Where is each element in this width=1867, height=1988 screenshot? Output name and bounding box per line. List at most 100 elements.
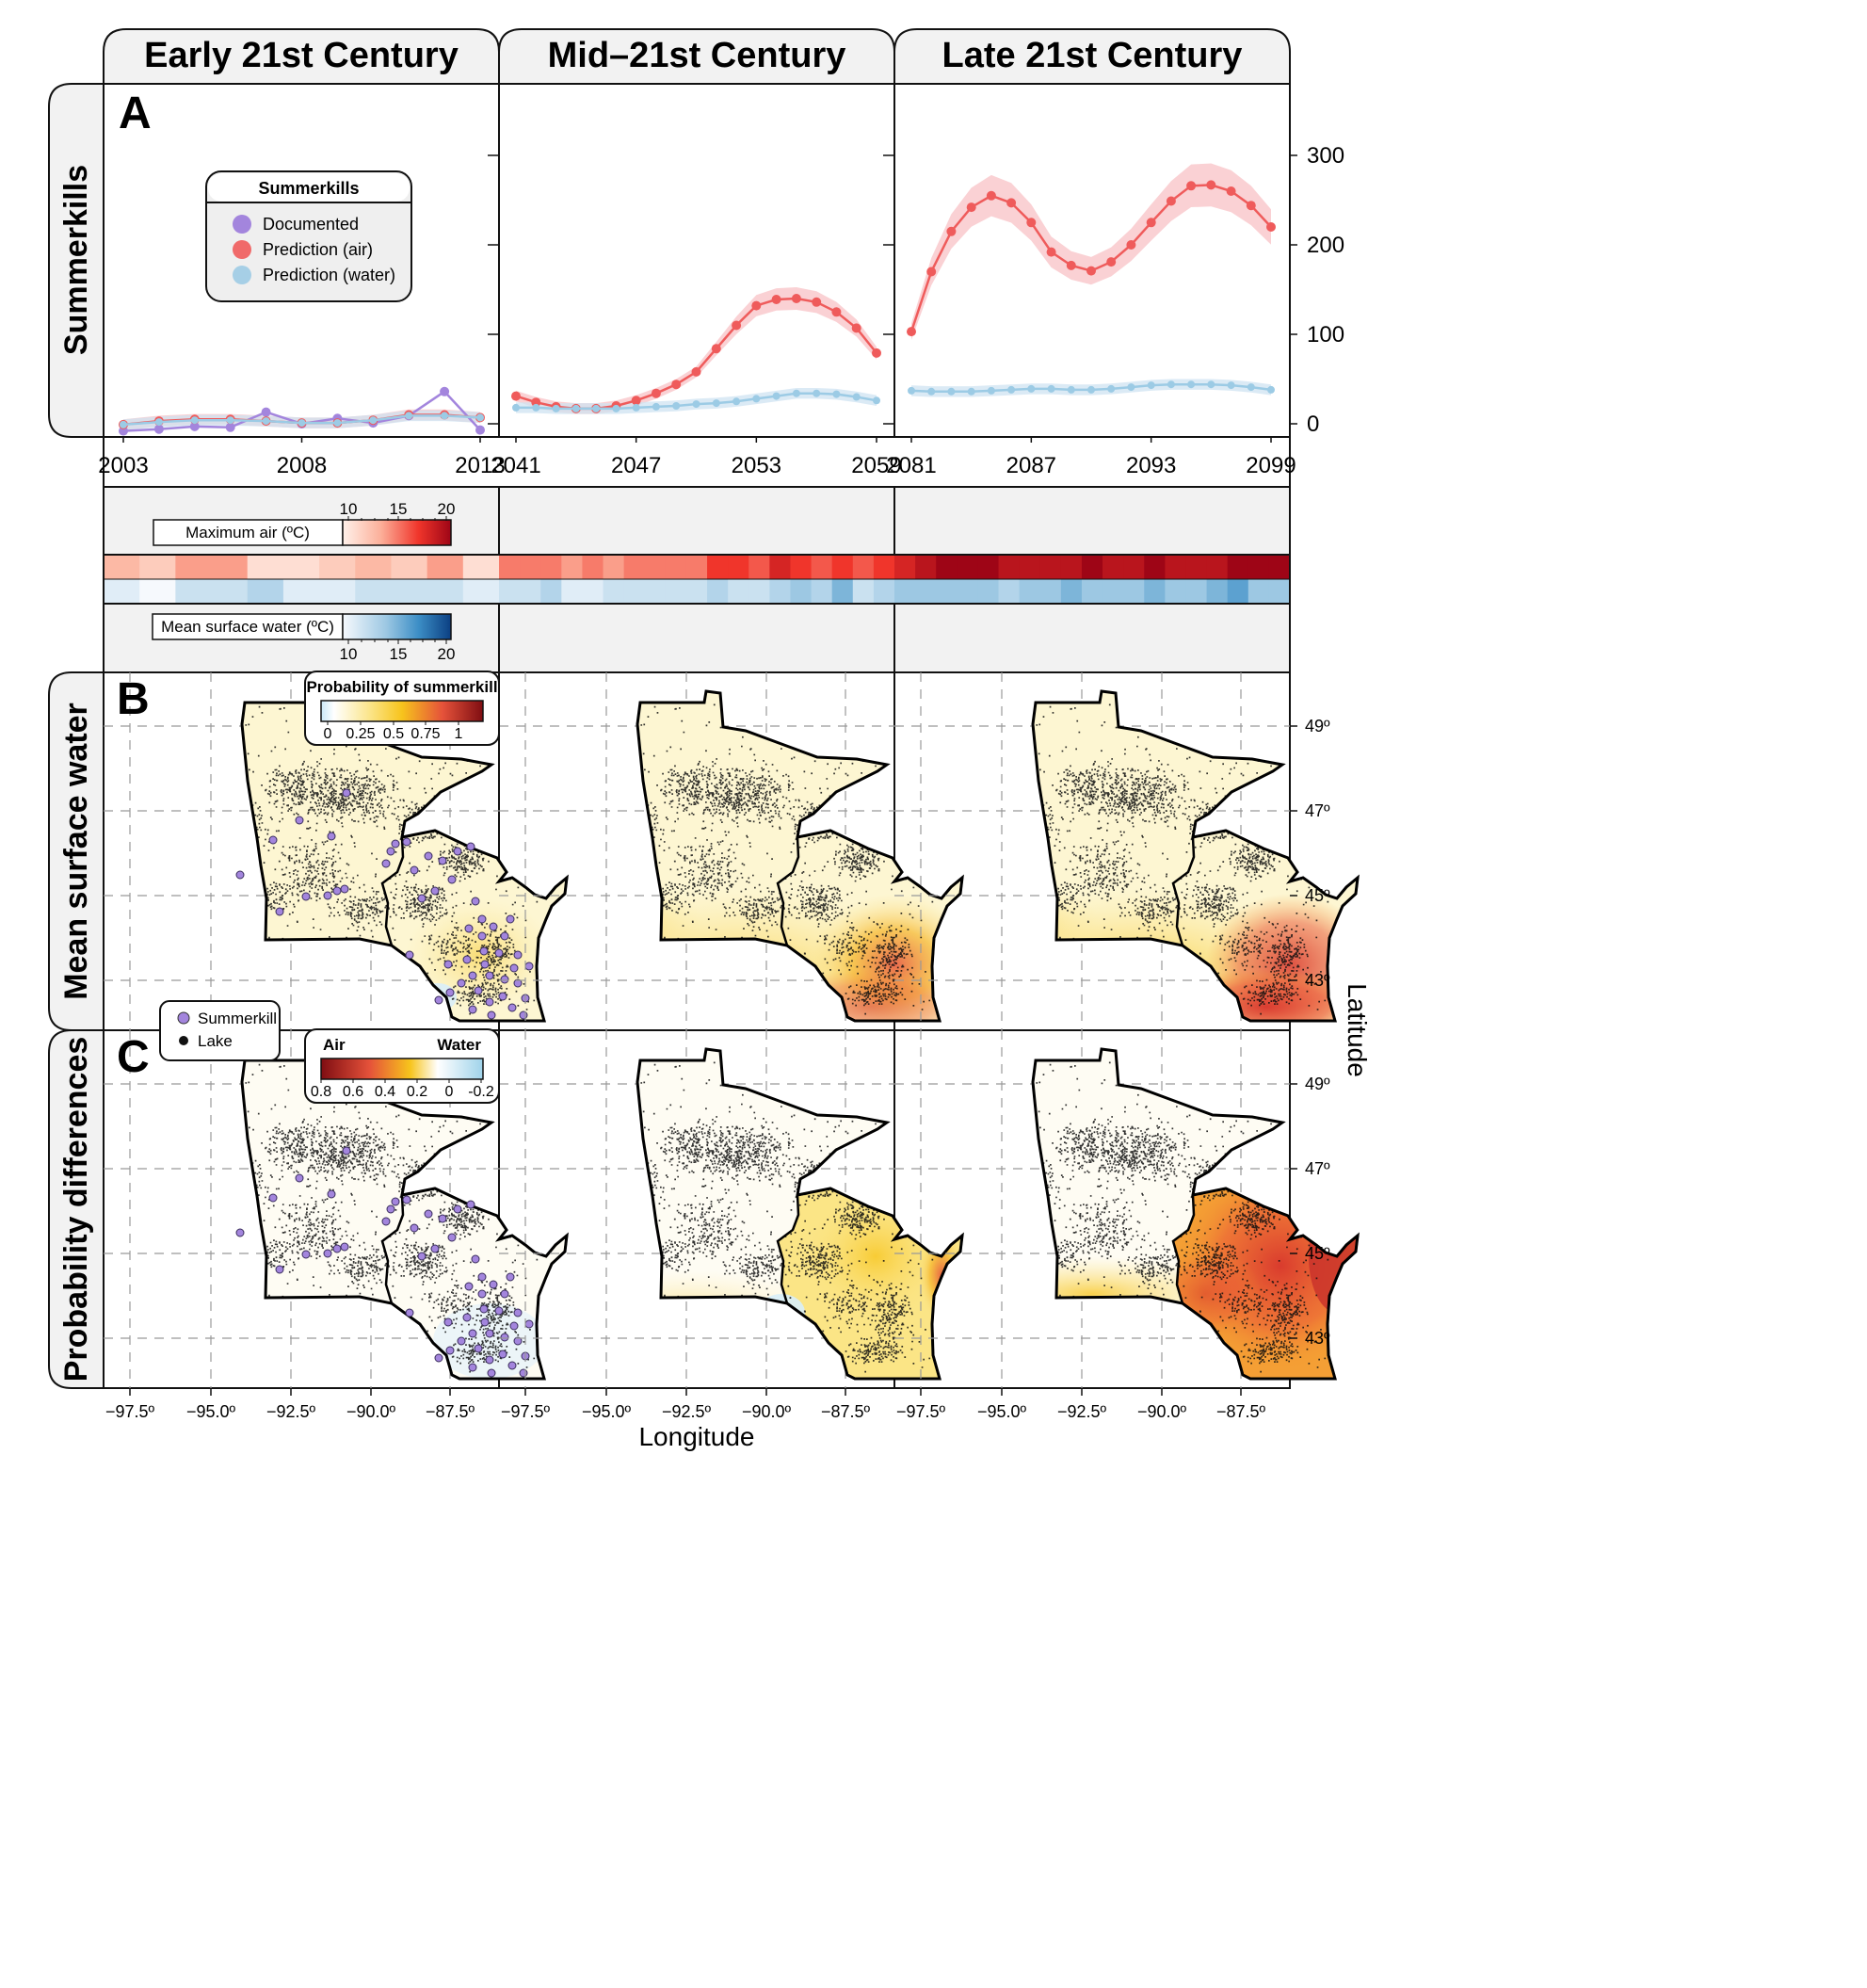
heat-cell	[936, 555, 958, 579]
difference-legend: Air Water 0.8 0.6 0.4 0.2 0 -0.2	[304, 1028, 500, 1104]
x-tick-label: 2008	[277, 453, 327, 478]
summerkill-point	[434, 995, 443, 1005]
summerkill-point	[509, 1321, 519, 1331]
latitude-tick-label: 49º	[1305, 717, 1330, 735]
data-point	[1267, 385, 1275, 394]
data-point	[511, 391, 521, 401]
latitude-tick-label: 43º	[1305, 1329, 1330, 1348]
difference-tick: -0.2	[468, 1084, 494, 1100]
data-point	[261, 407, 271, 417]
heat-cell	[282, 579, 320, 604]
data-point	[262, 417, 270, 426]
summerkill-point	[513, 950, 523, 960]
heat-cell	[1123, 579, 1145, 604]
data-point	[692, 400, 700, 409]
heat-cell	[665, 579, 687, 604]
data-point	[986, 190, 996, 201]
summerkill-point	[480, 1317, 490, 1327]
probability-tick: 0.25	[346, 726, 375, 742]
data-point	[531, 397, 541, 408]
summerkill-point	[462, 1313, 472, 1322]
summerkill-point	[485, 971, 494, 980]
summerkill-point	[506, 914, 515, 924]
heat-cell	[104, 579, 140, 604]
heat-cell	[936, 579, 958, 604]
data-point	[927, 387, 936, 396]
difference-legend-air: Air	[323, 1036, 346, 1054]
heat-cell	[1019, 555, 1041, 579]
x-tick-label: 2087	[1006, 453, 1056, 478]
heat-cell	[211, 579, 249, 604]
data-point	[1066, 260, 1076, 270]
data-point	[189, 421, 200, 431]
summerkill-point	[519, 1010, 528, 1020]
water-temperature-strip	[104, 579, 1291, 604]
longitude-tick-label: −90.0º	[1137, 1402, 1187, 1421]
data-point	[832, 390, 841, 398]
summerkill-point	[443, 1317, 453, 1327]
summerkill-point	[405, 1308, 414, 1317]
row-header-summerkills-tab	[48, 83, 105, 438]
heat-cell	[1039, 555, 1062, 579]
heat-cell	[391, 579, 428, 604]
data-point	[712, 399, 720, 408]
heat-cell	[748, 579, 770, 604]
data-point	[298, 419, 306, 428]
summerkill-point	[509, 963, 519, 973]
summerkill-point	[410, 1223, 419, 1233]
column-headers: Early 21st Century Mid–21st Century Late…	[103, 28, 1291, 85]
data-point	[691, 366, 701, 377]
panel-letter-b: B	[117, 674, 150, 724]
data-point	[1026, 218, 1037, 228]
longitude-tick-label: −87.5º	[1216, 1402, 1266, 1421]
data-point	[851, 323, 861, 333]
lake-points	[242, 1059, 557, 1378]
heat-cell	[247, 555, 284, 579]
summerkill-point	[424, 1209, 433, 1219]
heat-cell	[427, 555, 464, 579]
heat-cell	[540, 555, 562, 579]
heat-cell	[282, 555, 320, 579]
heat-cell	[894, 555, 916, 579]
data-point	[671, 380, 682, 390]
summerkill-point	[480, 960, 490, 969]
probability-tick: 0.75	[410, 726, 440, 742]
heat-cell	[811, 579, 833, 604]
data-point	[1006, 198, 1017, 208]
x-tick-label: 2081	[886, 453, 936, 478]
longitude-tick-label: −97.5º	[501, 1402, 551, 1421]
summerkill-point	[405, 950, 414, 960]
difference-tick: 0	[445, 1084, 454, 1100]
summerkill-point	[340, 884, 349, 894]
legend-documented-swatch	[233, 215, 251, 234]
longitude-tick-label: −90.0º	[742, 1402, 792, 1421]
column-header-late-tab	[893, 28, 1291, 85]
heat-cell	[1144, 579, 1166, 604]
heat-cell	[852, 555, 875, 579]
summerkill-point	[477, 1272, 487, 1282]
legend-air-label: Prediction (air)	[263, 240, 373, 259]
data-point	[631, 396, 641, 406]
heat-cell	[957, 579, 979, 604]
summerkill-point	[468, 971, 477, 980]
heat-cell	[644, 579, 667, 604]
summerkills-legend: Summerkills Documented Prediction (air) …	[205, 170, 412, 302]
summerkill-point	[485, 1355, 494, 1365]
heat-cell	[915, 555, 937, 579]
data-point	[1007, 385, 1016, 394]
data-point	[1266, 222, 1276, 232]
data-point	[154, 418, 163, 427]
summerkills-legend-title: Summerkills	[258, 179, 359, 198]
summerkill-point	[301, 1250, 311, 1259]
longitude-tick-label: −95.0º	[186, 1402, 236, 1421]
heat-cell	[831, 555, 854, 579]
data-point	[1207, 380, 1215, 389]
summerkill-point	[275, 1265, 284, 1274]
x-tick-label: 2047	[611, 453, 661, 478]
data-point	[1166, 196, 1176, 206]
longitude-tick-label: −92.5º	[1057, 1402, 1107, 1421]
row-header-surface: Mean surface water	[58, 703, 94, 1000]
data-point	[967, 387, 975, 396]
y-tick-label: 0	[1307, 412, 1319, 437]
